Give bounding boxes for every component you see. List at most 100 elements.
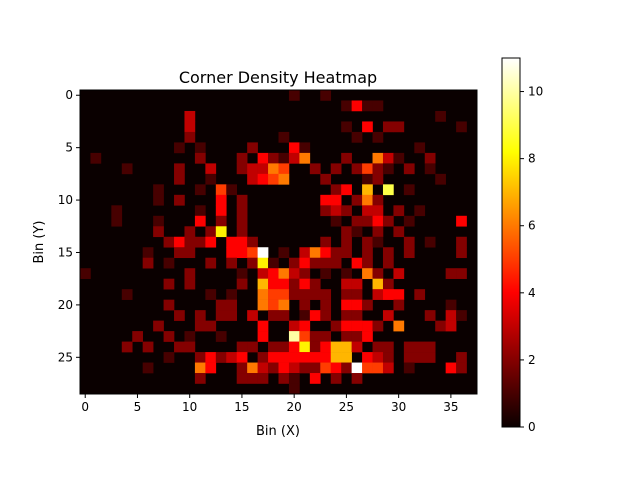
heatmap-cell xyxy=(174,236,185,248)
heatmap-cell xyxy=(309,278,321,290)
heatmap-cell xyxy=(299,352,311,363)
heatmap-cell xyxy=(268,341,279,353)
heatmap-cell xyxy=(351,299,363,311)
heatmap-cell xyxy=(268,257,279,269)
heatmap-cell xyxy=(257,268,269,279)
heatmap-cell xyxy=(362,173,373,185)
heatmap-cell xyxy=(351,278,363,290)
heatmap-cell xyxy=(278,341,290,353)
heatmap-cell xyxy=(414,341,426,353)
heatmap-cell xyxy=(163,331,175,342)
heatmap-cell xyxy=(456,362,467,374)
heatmap-cell xyxy=(268,289,279,300)
heatmap-cell xyxy=(278,278,290,290)
heatmap-cell xyxy=(382,152,394,164)
heatmap-cell xyxy=(215,184,227,196)
heatmap-cell xyxy=(330,373,342,384)
heatmap-cell xyxy=(320,341,332,353)
heatmap-cell xyxy=(174,247,185,259)
heatmap-cell xyxy=(194,142,206,154)
heatmap-cell xyxy=(90,152,102,164)
heatmap-cell xyxy=(393,205,405,217)
heatmap-cell xyxy=(424,163,436,175)
heatmap-cell xyxy=(372,205,384,217)
heatmap-cell xyxy=(351,362,363,374)
heatmap-cell xyxy=(288,373,300,384)
heatmap-cell xyxy=(330,215,342,227)
heatmap-cell xyxy=(278,163,290,175)
heatmap-cell xyxy=(362,163,373,175)
heatmap-cell xyxy=(142,341,154,353)
heatmap-cell xyxy=(236,268,248,279)
heatmap-cell xyxy=(320,352,332,363)
heatmap-cell xyxy=(236,341,248,353)
heatmap-cell xyxy=(362,247,373,259)
heatmap-cell xyxy=(341,247,352,259)
heatmap-cell xyxy=(330,320,342,332)
heatmap-cell xyxy=(288,278,300,290)
heatmap-cell xyxy=(194,362,206,374)
heatmap-cell xyxy=(184,121,196,133)
heatmap-cell xyxy=(121,289,133,300)
heatmap-cell xyxy=(382,289,394,300)
heatmap-cell xyxy=(309,341,321,353)
heatmap-cell xyxy=(330,163,342,175)
heatmap-cell xyxy=(257,362,269,374)
heatmap-cell xyxy=(382,163,394,175)
heatmap-cell xyxy=(382,362,394,374)
heatmap-cell xyxy=(174,142,185,154)
heatmap-cell xyxy=(215,226,227,238)
heatmap-cell xyxy=(142,362,154,374)
heatmap-cell xyxy=(299,152,311,164)
heatmap-cell xyxy=(320,205,332,217)
heatmap-cell xyxy=(362,257,373,269)
heatmap-cell xyxy=(268,152,279,164)
heatmap-cell xyxy=(341,320,352,332)
heatmap-cell xyxy=(153,184,164,196)
heatmap-cell xyxy=(382,257,394,269)
heatmap-cell xyxy=(205,236,217,248)
heatmap-cell xyxy=(153,320,164,332)
heatmap-cell xyxy=(247,310,258,321)
heatmap-cell xyxy=(320,194,332,206)
heatmap-cell xyxy=(268,268,279,279)
heatmap-cell xyxy=(299,320,311,332)
heatmap-cell xyxy=(330,247,342,259)
heatmap-cell xyxy=(362,268,373,279)
heatmap-cell xyxy=(320,90,332,101)
heatmap-cell xyxy=(403,352,415,363)
heatmap-cell xyxy=(341,100,352,112)
y-tick-label: 10 xyxy=(58,193,73,207)
heatmap-cell xyxy=(288,320,300,332)
heatmap-cell xyxy=(205,289,217,300)
heatmap-cell xyxy=(194,205,206,217)
heatmap-cell xyxy=(236,226,248,238)
heatmap-cell xyxy=(194,320,206,332)
heatmap-cell xyxy=(174,163,185,175)
heatmap-cell xyxy=(226,247,238,259)
x-tick-label: 30 xyxy=(391,400,406,414)
heatmap-cell xyxy=(320,331,332,342)
y-tick-label: 20 xyxy=(58,298,73,312)
heatmap-cell xyxy=(257,163,269,175)
heatmap-cell xyxy=(278,299,290,311)
heatmap-cell xyxy=(278,362,290,374)
heatmap-cell xyxy=(456,310,467,321)
heatmap-cell xyxy=(184,236,196,248)
heatmap-cell xyxy=(205,257,217,269)
heatmap-cell xyxy=(393,152,405,164)
heatmap-cell xyxy=(341,226,352,238)
heatmap-cell xyxy=(382,341,394,353)
heatmap-cell xyxy=(278,289,290,300)
x-tick-label: 15 xyxy=(234,400,249,414)
heatmap-cell xyxy=(341,268,352,279)
heatmap-cell xyxy=(382,121,394,133)
heatmap-cell xyxy=(236,373,248,384)
heatmap-cell xyxy=(268,352,279,363)
x-axis-ticks: 0 5 10 15 20 25 30 35 xyxy=(81,394,459,414)
heatmap-cell xyxy=(341,121,352,133)
heatmap-cell xyxy=(372,352,384,363)
heatmap-cell xyxy=(435,320,446,332)
heatmap-cell xyxy=(299,299,311,311)
colorbar xyxy=(501,57,521,428)
